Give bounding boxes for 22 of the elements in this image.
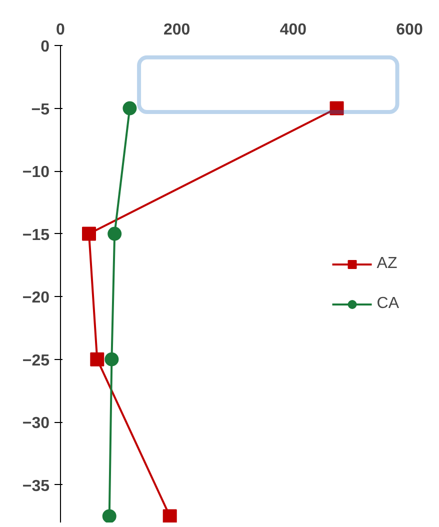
x-tick-label: 0 — [56, 22, 66, 38]
point — [104, 352, 119, 366]
y-tick-label: −15 — [22, 226, 50, 244]
point — [108, 226, 122, 241]
x-tick-label: 600 — [396, 22, 423, 38]
point — [330, 101, 344, 116]
y-tick-label: −10 — [22, 164, 50, 182]
point — [122, 101, 137, 116]
y-tick-label: 0 — [40, 38, 50, 56]
y-tick-label: −25 — [22, 352, 50, 370]
y-tick-label: −30 — [22, 415, 50, 432]
y-tick-label: −5 — [31, 101, 50, 118]
y-tick-label: −20 — [22, 290, 50, 307]
point — [102, 509, 116, 522]
point — [82, 226, 96, 241]
y-tick-label: −35 — [22, 478, 50, 495]
point — [90, 352, 104, 366]
x-tick-label: 400 — [280, 22, 307, 38]
legend-label: CA — [376, 294, 399, 312]
x-tick-label: 200 — [163, 22, 190, 38]
legend-label: AZ — [376, 254, 398, 272]
point — [162, 509, 177, 522]
